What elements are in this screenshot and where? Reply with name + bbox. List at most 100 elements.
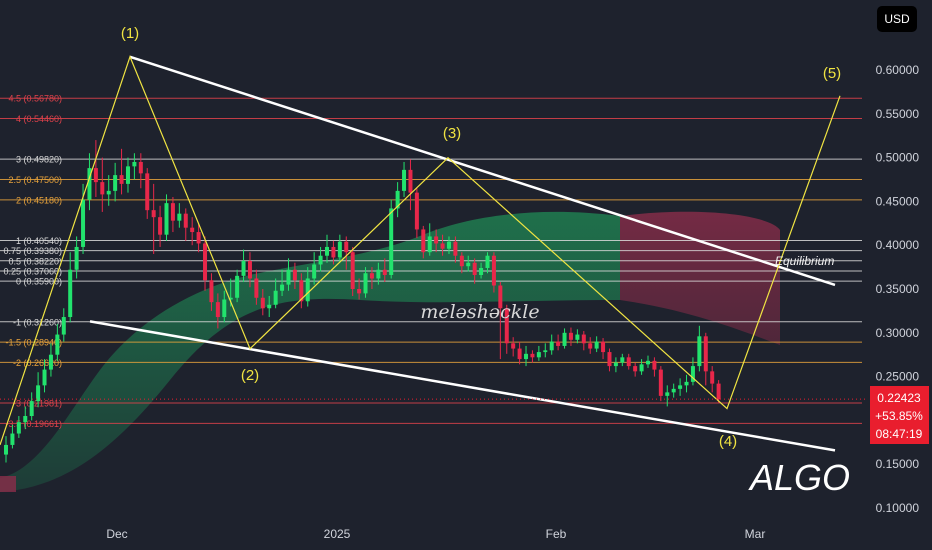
candle-body [408, 169, 413, 193]
candle-body [312, 264, 317, 279]
candle-body [601, 341, 606, 353]
symbol-label: ALGO [748, 457, 850, 498]
candle-body [710, 371, 715, 384]
candle-body [23, 416, 28, 423]
price-tick-label: 0.15000 [876, 457, 920, 471]
fib-label: -3.5 (0.19661) [5, 419, 62, 429]
price-tick-label: 0.30000 [876, 326, 920, 340]
red-cloud-band [620, 211, 780, 345]
candle-body [119, 175, 124, 184]
candle-body [254, 278, 259, 298]
candle-body [427, 236, 432, 253]
candle-body [459, 255, 464, 267]
candle-body [280, 284, 285, 291]
candle-body [395, 190, 400, 209]
candle-body [697, 336, 702, 367]
candle-body [190, 227, 195, 233]
candle-body [48, 354, 53, 370]
candle-body [620, 357, 625, 363]
channel-lower-line [89, 320, 836, 452]
candle-body [292, 269, 297, 281]
candle-body [530, 353, 535, 358]
fib-label: 4 (0.54460) [16, 114, 62, 124]
price-tick-label: 0.35000 [876, 282, 920, 296]
candle-body [524, 353, 529, 360]
candle-body [626, 357, 631, 367]
candle-body [594, 341, 599, 349]
candle-body [344, 241, 349, 253]
candle-body [106, 190, 111, 195]
candle-body [556, 341, 561, 346]
price-tick-label: 0.10000 [876, 501, 920, 515]
fib-label: 4.5 (0.56780) [8, 94, 62, 104]
candle-body [247, 260, 252, 279]
candle-body [357, 289, 362, 294]
candle-body [325, 246, 329, 256]
candle-body [36, 385, 41, 402]
candle-body [671, 388, 676, 393]
candle-body [350, 252, 355, 289]
fib-label: 2 (0.45180) [16, 195, 62, 205]
candle-body [267, 304, 272, 309]
candle-body [434, 236, 439, 244]
wave-label: (1) [121, 25, 139, 42]
candle-body [42, 369, 47, 386]
candle-body [138, 161, 143, 174]
candle-body [286, 269, 291, 285]
candle-body [4, 444, 8, 455]
candle-body [196, 232, 201, 244]
candle-body [260, 297, 265, 309]
equilibrium-cloud [0, 211, 780, 492]
price-change-percent: +53.85% [875, 409, 923, 423]
candle-body [16, 422, 21, 434]
fib-label: 0.75 (0.39380) [3, 246, 62, 256]
fib-label: 1 (0.40540) [16, 236, 62, 246]
price-tick-label: 0.40000 [876, 238, 920, 252]
candle-body [61, 317, 66, 335]
candle-body [639, 364, 644, 372]
candle-body [273, 290, 278, 305]
candle-body [183, 213, 188, 228]
candle-body [145, 173, 150, 211]
fib-label: 0 (0.35900) [16, 277, 62, 287]
price-tick-label: 0.45000 [876, 194, 920, 208]
fib-label: 0.5 (0.38220) [8, 256, 62, 266]
candle-body [132, 161, 137, 167]
candle-body [228, 297, 233, 300]
candle-body [485, 255, 490, 268]
descending-channel [89, 55, 836, 452]
candle-body [382, 269, 387, 275]
candle-body [222, 299, 227, 318]
candlesticks [4, 140, 721, 463]
time-tick-label: Feb [546, 527, 567, 541]
channel-upper-line [129, 55, 836, 287]
candle-body [581, 334, 586, 344]
candle-body [29, 401, 34, 417]
fib-label: -2 (0.26620) [13, 358, 62, 368]
author-watermark: meləshəckle [420, 301, 539, 323]
candle-body [690, 366, 695, 382]
candle-body [158, 217, 163, 235]
time-axis[interactable]: Dec 2025 Feb Mar [106, 527, 765, 541]
candle-body [74, 246, 79, 270]
candle-body [215, 302, 220, 318]
candle-body [504, 308, 509, 344]
candle-body [652, 360, 657, 370]
equilibrium-label: Equilibrium [775, 254, 834, 268]
candle-body [402, 169, 407, 191]
currency-button[interactable]: USD [877, 6, 917, 32]
candle-body [93, 168, 98, 183]
candle-body [305, 278, 310, 302]
green-cloud-band [0, 211, 620, 492]
candle-body [665, 392, 670, 396]
price-tick-label: 0.60000 [876, 63, 920, 77]
price-tick-label: 0.25000 [876, 370, 920, 384]
candle-body [472, 262, 477, 275]
candle-body [235, 275, 240, 298]
candle-body [209, 280, 214, 303]
candle-body [81, 199, 86, 247]
candle-body [588, 343, 593, 349]
price-axis[interactable]: 0.60000 0.55000 0.50000 0.45000 0.40000 0.350… [876, 63, 920, 515]
fib-label: -3 (0.21981) [13, 399, 62, 409]
